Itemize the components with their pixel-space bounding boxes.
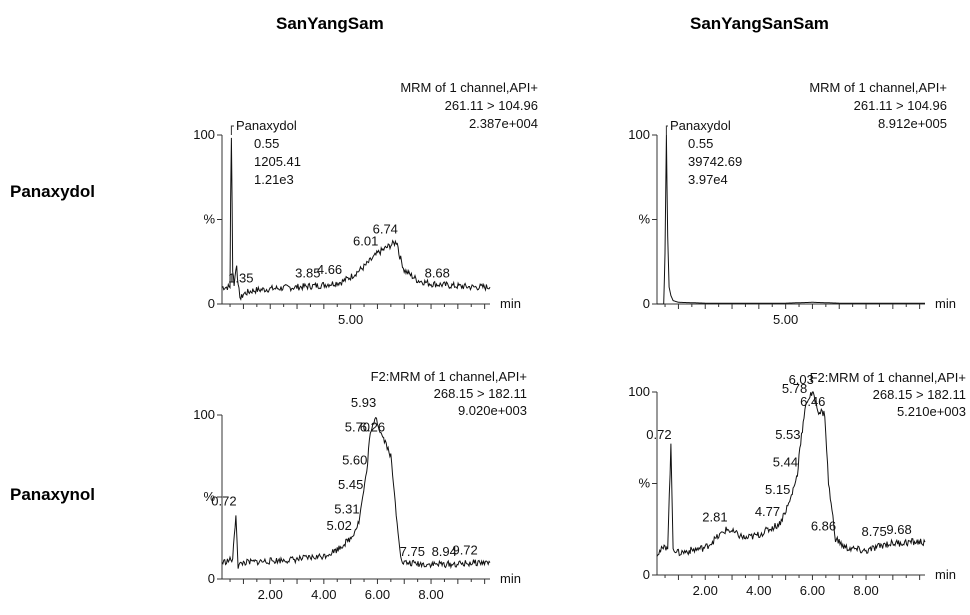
peak-label: 5.15	[765, 482, 790, 497]
peak-annotation-line: Panaxydol	[236, 118, 297, 133]
peak-annotation-leader	[230, 125, 234, 135]
trace-header-line: 9.020e+003	[458, 403, 527, 418]
y-tick-label: %	[203, 212, 215, 227]
trace-header-line: F2:MRM of 1 channel,API+	[810, 370, 966, 385]
peak-label: 6.74	[373, 221, 398, 236]
x-tick-label: 6.00	[365, 587, 390, 602]
peak-annotation-line: 3.97e4	[688, 172, 728, 187]
peak-annotation-line: 0.55	[254, 136, 279, 151]
peak-label: 6.26	[360, 420, 385, 435]
x-tick-label: 4.00	[311, 587, 336, 602]
y-tick-label: 100	[628, 127, 650, 142]
peak-label: 8.94	[432, 544, 457, 559]
y-tick-label: 0	[643, 567, 650, 582]
trace-header-line: MRM of 1 channel,API+	[400, 80, 538, 95]
trace-header-line: 261.11 > 104.96	[854, 98, 947, 113]
x-axis-label: min	[935, 296, 956, 311]
trace-header-line: MRM of 1 channel,API+	[809, 80, 947, 95]
x-tick-label: 2.00	[693, 583, 718, 598]
peak-label: 5.02	[327, 518, 352, 533]
y-tick-label: 0	[208, 571, 215, 586]
peak-label: 4.77	[755, 504, 780, 519]
row-label-panaxydol: Panaxydol	[10, 182, 96, 201]
peak-label: 0.72	[211, 493, 236, 508]
x-tick-label: 4.00	[746, 583, 771, 598]
x-tick-label: 5.00	[338, 312, 363, 327]
chromatogram-trace	[221, 137, 491, 301]
x-tick-label: 6.00	[800, 583, 825, 598]
peak-label: 6.46	[800, 394, 825, 409]
trace-header-line: 2.387e+004	[469, 116, 538, 131]
peak-label: 7.75	[400, 544, 425, 559]
peak-label: 8.75	[861, 524, 886, 539]
peak-label: 4.66	[317, 262, 342, 277]
trace-header-line: 261.11 > 104.96	[445, 98, 538, 113]
peak-label: 6.01	[353, 233, 378, 248]
peak-label: 5.93	[351, 395, 376, 410]
trace-header-line: 268.15 > 182.11	[434, 386, 527, 401]
peak-label: 0.72	[646, 427, 671, 442]
x-tick-label: 5.00	[773, 312, 798, 327]
y-tick-label: %	[638, 476, 650, 491]
x-tick-label: 8.00	[853, 583, 878, 598]
x-axis-label: min	[500, 296, 521, 311]
peak-label: 8.68	[425, 265, 450, 280]
peak-annotation-leader	[665, 125, 668, 135]
y-tick-label: 0	[643, 296, 650, 311]
column-title-sanyangsam: SanYangSam	[276, 14, 384, 33]
x-axis-label: min	[500, 571, 521, 586]
x-axis-label: min	[935, 567, 956, 582]
peak-annotation-line: 39742.69	[688, 154, 742, 169]
chromatogram-trace	[656, 391, 926, 557]
column-title-sanyangsansam: SanYangSanSam	[690, 14, 829, 33]
peak-label: 5.78	[782, 381, 807, 396]
peak-label: 1.35	[228, 270, 253, 285]
chromatogram-trace	[221, 417, 491, 570]
peak-label: 5.44	[773, 454, 798, 469]
y-tick-label: %	[203, 489, 215, 504]
row-label-panaxynol: Panaxynol	[10, 485, 96, 504]
x-tick-label: 8.00	[418, 587, 443, 602]
peak-label: 5.31	[334, 502, 359, 517]
peak-annotation-line: 0.55	[688, 136, 713, 151]
chromatogram-trace	[657, 134, 925, 305]
peak-label: 6.03	[789, 372, 814, 387]
y-tick-label: %	[638, 212, 650, 227]
peak-label: 5.70	[345, 420, 370, 435]
trace-header-line: 268.15 > 182.11	[873, 387, 966, 402]
trace-header-line: 8.912e+005	[878, 116, 947, 131]
peak-label: 5.53	[775, 427, 800, 442]
peak-label: 5.60	[342, 452, 367, 467]
peak-label: 6.86	[811, 518, 836, 533]
peak-label: 5.45	[338, 477, 363, 492]
peak-label: 2.81	[702, 509, 727, 524]
y-tick-label: 100	[628, 384, 650, 399]
y-tick-label: 0	[208, 296, 215, 311]
y-tick-label: 100	[193, 407, 215, 422]
peak-label: 9.68	[886, 522, 911, 537]
peak-annotation-line: Panaxydol	[670, 118, 731, 133]
peak-annotation-line: 1.21e3	[254, 172, 294, 187]
peak-label: 9.72	[452, 543, 477, 558]
peak-label: 3.85	[295, 265, 320, 280]
peak-annotation-line: 1205.41	[254, 154, 301, 169]
y-tick-label: 100	[193, 127, 215, 142]
x-tick-label: 2.00	[258, 587, 283, 602]
trace-header-line: 5.210e+003	[897, 404, 966, 419]
trace-header-line: F2:MRM of 1 channel,API+	[371, 369, 527, 384]
